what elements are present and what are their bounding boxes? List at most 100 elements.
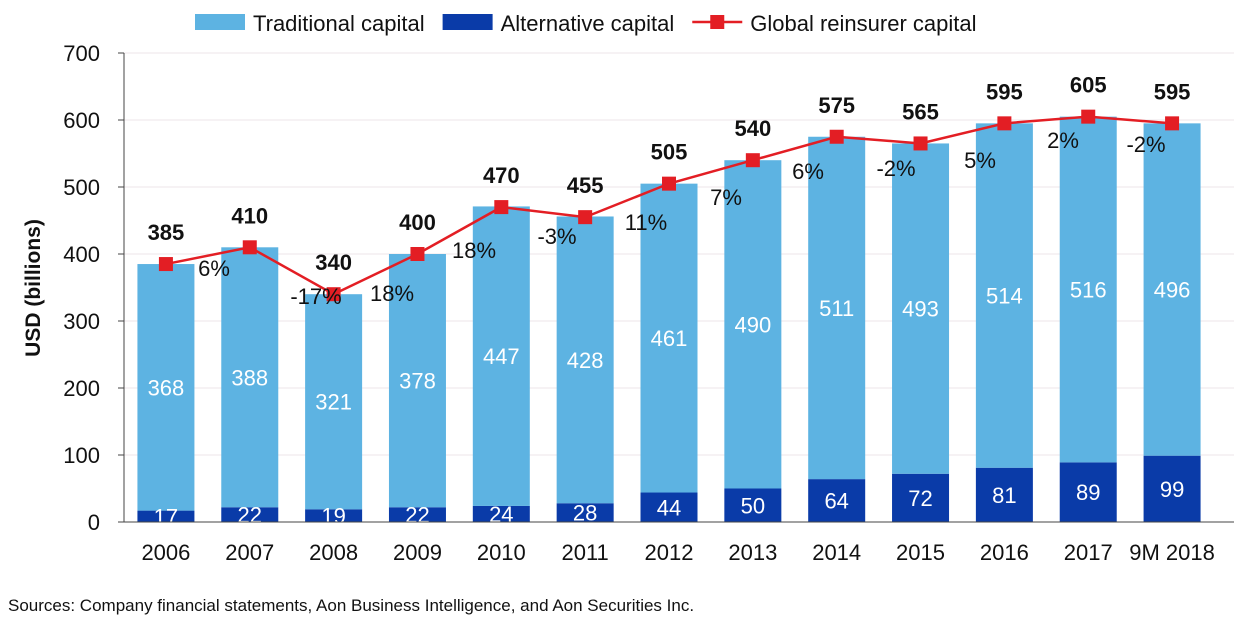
bar-alternative-capital	[975, 467, 1033, 522]
growth-label: 18%	[452, 238, 496, 263]
total-value-label: 540	[734, 116, 771, 141]
line-marker	[913, 136, 928, 151]
growth-label: -17%	[290, 284, 341, 309]
trad-value-label: 516	[1070, 278, 1107, 303]
x-tick-label: 2016	[980, 540, 1029, 565]
legend-swatch	[442, 14, 493, 30]
bar-traditional-capital	[808, 136, 866, 480]
growth-label: 5%	[964, 148, 996, 173]
x-tick-label: 2008	[309, 540, 358, 565]
line-marker	[242, 240, 257, 255]
bar-alternative-capital	[221, 507, 279, 522]
total-value-label: 565	[902, 99, 939, 124]
x-tick-label: 2015	[896, 540, 945, 565]
line-marker	[997, 116, 1012, 131]
bar-traditional-capital	[305, 294, 363, 510]
trad-value-label: 496	[1154, 278, 1191, 303]
total-value-label: 575	[818, 93, 855, 118]
bar-alternative-capital	[472, 505, 530, 522]
total-value-label: 340	[315, 250, 352, 275]
y-tick-label: 600	[63, 108, 100, 133]
x-tick-label: 2007	[225, 540, 274, 565]
alt-value-label: 72	[908, 486, 932, 511]
total-value-label: 455	[567, 173, 604, 198]
trad-value-label: 428	[567, 348, 604, 373]
legend-marker	[710, 15, 725, 29]
bar-traditional-capital	[724, 160, 782, 489]
bar-traditional-capital	[472, 206, 530, 506]
bar-traditional-capital	[1059, 116, 1117, 463]
line-marker	[662, 176, 676, 191]
total-value-label: 595	[986, 79, 1023, 104]
alt-value-label: 81	[992, 483, 1016, 508]
alt-value-label: 22	[405, 503, 429, 528]
line-marker	[410, 247, 425, 261]
alt-value-label: 64	[824, 489, 848, 514]
total-value-label: 410	[231, 203, 268, 228]
y-tick-label: 500	[63, 175, 100, 200]
trad-value-label: 511	[819, 296, 854, 321]
bar-alternative-capital	[388, 507, 446, 522]
x-tick-label: 2011	[561, 540, 608, 565]
alt-value-label: 99	[1160, 477, 1184, 502]
trad-value-label: 461	[651, 326, 688, 351]
bar-alternative-capital	[724, 488, 782, 522]
bar-traditional-capital	[221, 247, 279, 508]
total-value-label: 385	[148, 220, 185, 245]
bar-alternative-capital	[1059, 462, 1117, 522]
y-tick-label: 0	[88, 510, 100, 535]
bar-alternative-capital	[1143, 455, 1201, 522]
line-marker	[1081, 109, 1096, 124]
trad-value-label: 493	[902, 297, 939, 322]
growth-label: -2%	[1126, 132, 1165, 157]
alt-value-label: 22	[238, 503, 262, 528]
alt-value-label: 28	[573, 501, 597, 526]
line-marker	[829, 129, 844, 144]
total-value-label: 470	[483, 163, 520, 188]
source-note: Sources: Company financial statements, A…	[8, 596, 695, 615]
total-value-label: 400	[399, 210, 436, 235]
trad-value-label: 378	[399, 369, 436, 394]
alt-value-label: 44	[657, 495, 681, 520]
bar-traditional-capital	[892, 143, 950, 474]
growth-label: 2%	[1047, 128, 1079, 153]
y-tick-label: 200	[63, 376, 100, 401]
bar-traditional-capital	[556, 216, 614, 504]
x-tick-label: 2006	[141, 540, 190, 565]
bar-alternative-capital	[305, 509, 363, 522]
alt-value-label: 89	[1076, 480, 1100, 505]
growth-label: 11%	[625, 210, 667, 235]
legend-label: Alternative capital	[501, 11, 675, 36]
line-marker	[578, 210, 593, 225]
y-tick-label: 700	[63, 41, 100, 66]
trad-value-label: 514	[986, 284, 1023, 309]
x-tick-label: 2017	[1064, 540, 1113, 565]
line-marker	[158, 257, 173, 272]
bar-traditional-capital	[640, 183, 698, 493]
alt-value-label: 17	[154, 504, 178, 529]
growth-label: 18%	[370, 281, 414, 306]
line-marker	[1165, 116, 1180, 131]
bar-traditional-capital	[975, 123, 1033, 468]
growth-label: 7%	[710, 185, 742, 210]
line-marker	[494, 200, 509, 215]
y-tick-label: 400	[63, 242, 100, 267]
bar-alternative-capital	[556, 503, 614, 522]
bar-alternative-capital	[137, 510, 195, 522]
alt-value-label: 50	[741, 493, 765, 518]
y-tick-label: 300	[63, 309, 100, 334]
growth-label: 6%	[792, 159, 824, 184]
bar-traditional-capital	[137, 264, 195, 511]
legend-label: Global reinsurer capital	[750, 11, 976, 36]
growth-label: -3%	[537, 224, 576, 249]
legend-swatch	[195, 14, 245, 30]
y-axis-label: USD (billions)	[22, 219, 45, 357]
x-tick-label: 2014	[812, 540, 861, 565]
line-marker	[326, 287, 341, 302]
alt-value-label: 19	[321, 504, 345, 529]
growth-label: 6%	[198, 256, 230, 281]
trad-value-label: 447	[483, 344, 520, 369]
legend-label: Traditional capital	[253, 11, 425, 36]
y-tick-label: 100	[63, 443, 100, 468]
